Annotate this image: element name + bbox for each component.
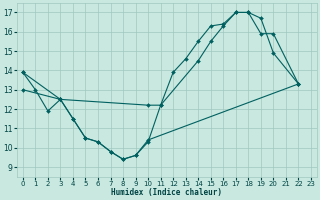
X-axis label: Humidex (Indice chaleur): Humidex (Indice chaleur)	[111, 188, 222, 197]
